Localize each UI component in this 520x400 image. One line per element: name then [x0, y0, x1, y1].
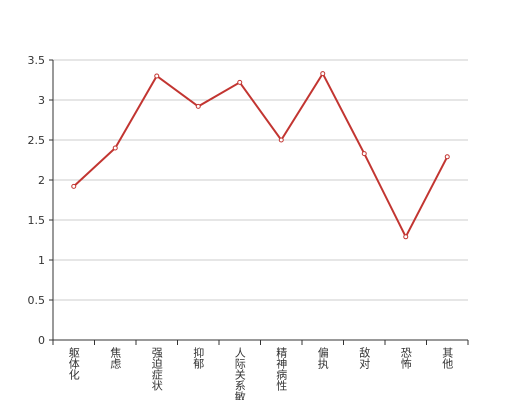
- x-tick-label: 强迫症状: [150, 347, 163, 391]
- point: [112, 145, 118, 151]
- x-tick-label: 偏执: [316, 346, 329, 370]
- x-tick-label: 人际关系敏感: [233, 347, 246, 400]
- x-tick-label: 躯体化: [67, 347, 80, 381]
- x-tick-label: 恐怖: [399, 347, 412, 369]
- x-tick-label: 抑郁: [192, 346, 205, 369]
- y-tick-label: 2: [38, 174, 45, 187]
- point: [278, 137, 284, 143]
- x-tick-label: 其他: [441, 347, 454, 369]
- point: [361, 151, 367, 157]
- point: [195, 103, 201, 109]
- point: [154, 73, 160, 79]
- point: [320, 71, 326, 77]
- y-tick-label: 3.5: [28, 54, 46, 67]
- y-tick-label: 3: [38, 94, 45, 107]
- line: [73, 71, 449, 240]
- point: [237, 79, 243, 85]
- x-tick-label: 敌对: [358, 346, 371, 369]
- y-tick-label: 1: [38, 254, 45, 267]
- y-tick-label: 1.5: [28, 214, 46, 227]
- point: [71, 183, 77, 189]
- y-tick-label: 0.5: [28, 294, 46, 307]
- y-tick-label: 2.5: [28, 134, 46, 147]
- point: [403, 234, 409, 240]
- x-tick-label: 精神病性: [275, 347, 288, 392]
- y-tick-label: 0: [38, 334, 45, 347]
- point: [444, 154, 450, 160]
- x-tick-label: 焦虑: [109, 347, 122, 369]
